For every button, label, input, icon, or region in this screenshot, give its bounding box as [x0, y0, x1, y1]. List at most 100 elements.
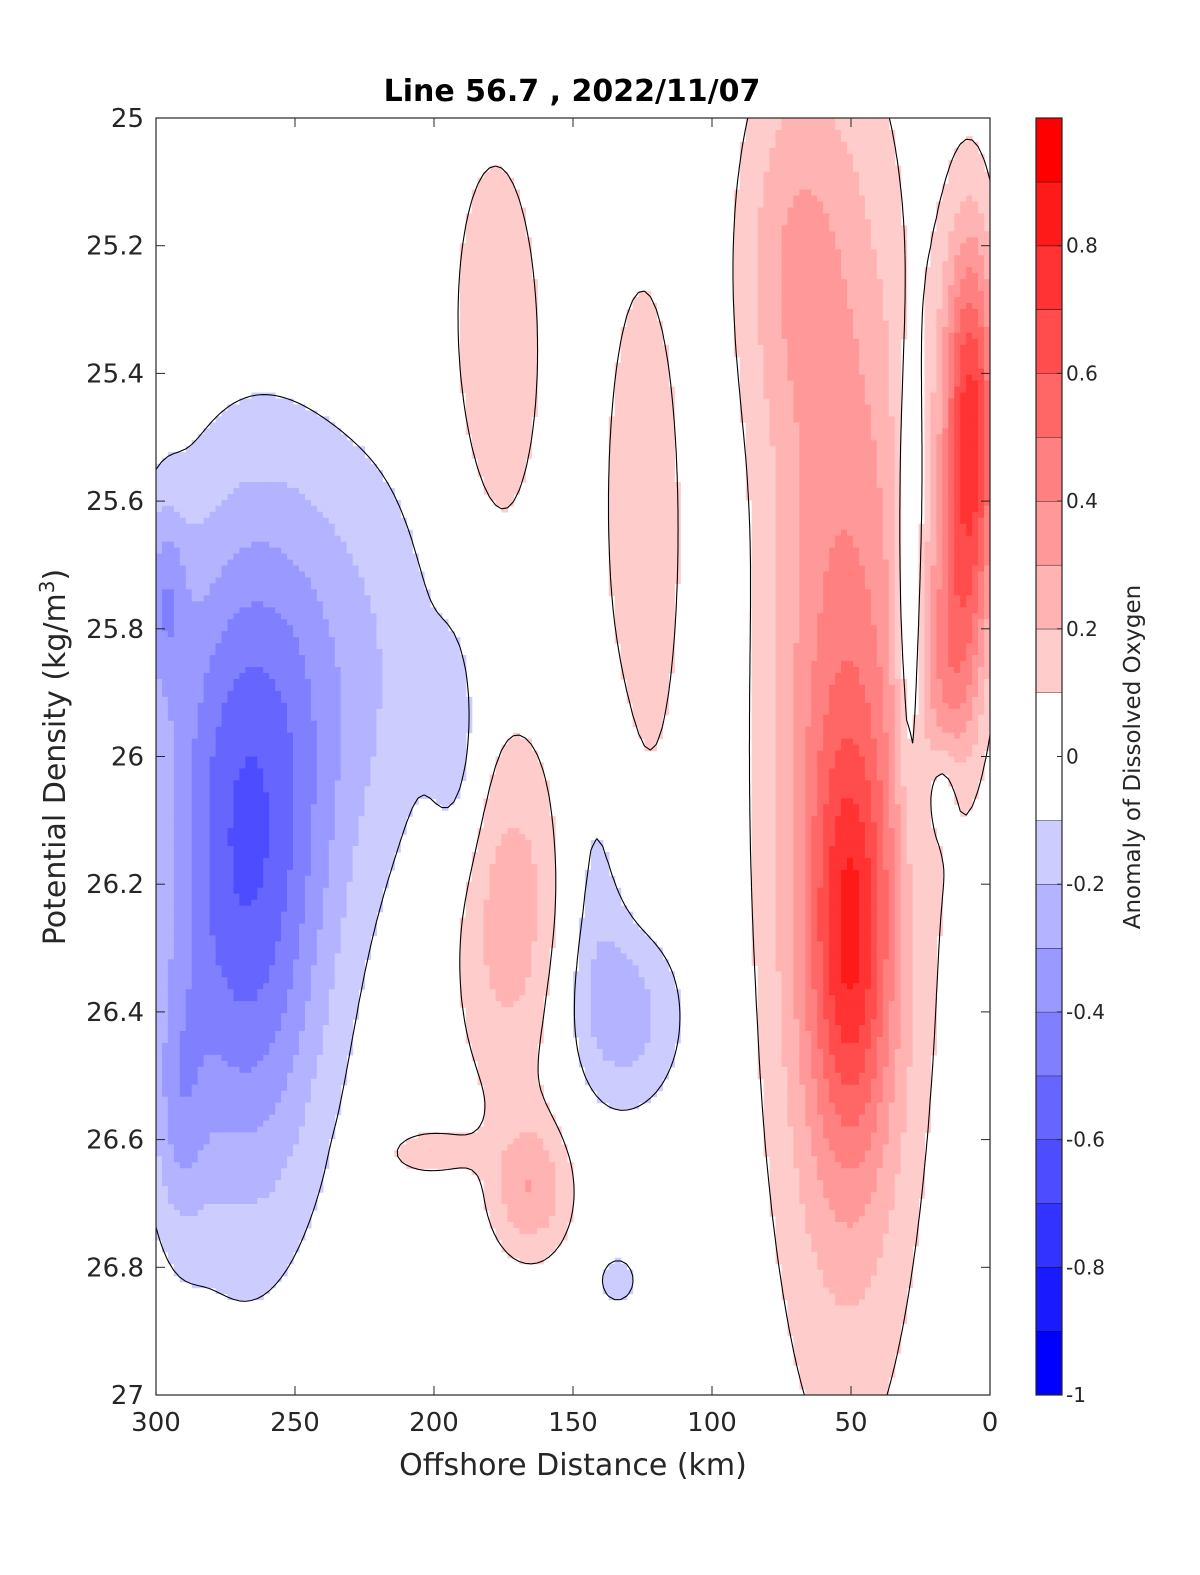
contour-cell: [745, 428, 771, 435]
contour-cell: [471, 434, 532, 441]
contour-cell: [918, 661, 926, 668]
contour-cell: [173, 810, 193, 817]
contour-cell: [972, 631, 979, 638]
contour-cell: [156, 511, 181, 519]
contour-cell: [936, 708, 973, 716]
contour-cell: [781, 332, 854, 340]
contour-cell: [167, 1001, 187, 1008]
contour-cell: [888, 732, 896, 740]
contour-cell: [894, 499, 902, 507]
contour-cell: [787, 213, 830, 221]
contour-cell: [936, 446, 943, 453]
contour-cell: [340, 684, 383, 692]
contour-cell: [805, 935, 812, 943]
contour-cell: [799, 625, 818, 632]
contour-cell: [793, 666, 812, 674]
contour-cell: [537, 875, 556, 883]
contour-cell: [924, 428, 932, 435]
contour-cell: [775, 1245, 812, 1253]
contour-cell: [775, 643, 795, 650]
contour-cell: [358, 834, 401, 841]
contour-cell: [489, 165, 503, 173]
contour-cell: [817, 637, 878, 644]
contour-cell: [608, 434, 675, 441]
contour-cell: [894, 577, 902, 585]
contour-cell: [793, 923, 806, 931]
contour-cell: [287, 1078, 312, 1086]
contour-cell: [340, 535, 413, 543]
contour-cell: [269, 792, 294, 799]
contour-cell: [173, 828, 193, 835]
contour-cell: [471, 875, 491, 883]
contour-cell: [745, 493, 777, 501]
contour-cell: [751, 708, 777, 716]
contour-cell: [281, 935, 300, 943]
contour-cell: [954, 338, 967, 346]
contour-cell: [847, 857, 854, 865]
contour-cell: [817, 917, 830, 925]
contour-cell: [173, 541, 252, 549]
contour-cell: [733, 243, 759, 250]
contour-cell: [501, 1150, 550, 1157]
contour-cell: [906, 792, 932, 799]
contour-cell: [215, 649, 300, 656]
contour-cell: [555, 1198, 574, 1205]
contour-cell: [888, 649, 896, 656]
contour-cell: [334, 810, 366, 817]
contour-cell: [948, 595, 961, 602]
contour-cell: [799, 487, 884, 495]
contour-cell: [984, 553, 990, 561]
contour-cell: [858, 977, 872, 984]
contour-cell: [936, 493, 943, 501]
contour-cell: [978, 684, 985, 692]
contour-cell: [930, 440, 937, 447]
contour-cell: [960, 446, 979, 453]
contour-cell: [936, 625, 949, 632]
contour-cell: [906, 798, 932, 805]
y-axis-label-text: Potential Density (kg/m: [38, 593, 73, 945]
contour-cell: [876, 649, 890, 656]
contour-cell: [829, 786, 872, 793]
contour-cell: [227, 1060, 258, 1068]
contour-cell: [882, 1090, 896, 1098]
contour-cell: [239, 672, 270, 680]
contour-cell: [948, 601, 961, 608]
contour-cell: [805, 911, 812, 919]
contour-cell: [578, 1036, 598, 1044]
contour-cell: [239, 893, 258, 901]
contour-cell: [775, 696, 795, 704]
contour-cell: [483, 1102, 550, 1110]
contour-cell: [156, 1180, 163, 1187]
contour-cell: [775, 768, 795, 775]
contour-cell: [483, 816, 556, 823]
contour-cell: [316, 935, 342, 943]
contour-cell: [948, 505, 955, 513]
contour-cell: [287, 1156, 330, 1163]
contour-cell: [823, 1054, 836, 1062]
contour-cell: [578, 1054, 604, 1062]
contour-cell: [888, 1001, 902, 1008]
contour-cell: [805, 899, 812, 907]
contour-cell: [340, 738, 378, 746]
contour-cell: [340, 929, 378, 937]
contour-cell: [960, 356, 979, 364]
contour-cell: [775, 822, 795, 829]
contour-cell: [156, 1120, 169, 1128]
contour-cell: [191, 786, 211, 793]
contour-cell: [948, 499, 955, 507]
contour-cell: [173, 887, 193, 895]
contour-cell: [769, 1180, 800, 1187]
contour-cell: [781, 279, 848, 286]
contour-cell: [978, 285, 990, 292]
contour-cell: [924, 458, 932, 465]
contour-cell: [870, 434, 896, 441]
contour-cell: [942, 344, 949, 352]
contour-cell: [287, 726, 318, 734]
contour-cell: [811, 684, 830, 692]
contour-cell: [805, 1084, 818, 1092]
contour-cell: [918, 523, 932, 531]
contour-cell: [489, 780, 550, 787]
contour-cell: [924, 476, 932, 483]
contour-cell: [978, 672, 990, 680]
contour-cell: [835, 756, 866, 764]
